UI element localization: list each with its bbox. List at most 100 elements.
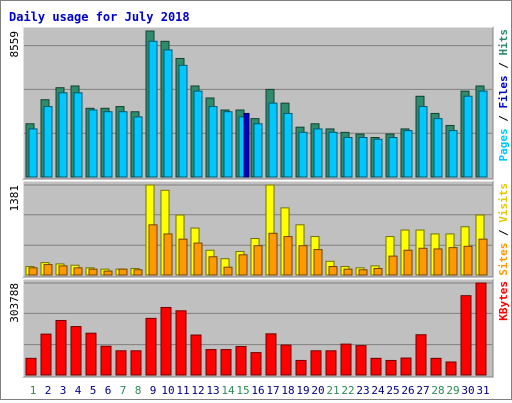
- bar-files-day-11: [178, 64, 188, 178]
- scale-label: 8559: [8, 31, 21, 58]
- bar-kbytes-day-18: [280, 344, 292, 376]
- bar-sites-day-15: [238, 254, 248, 276]
- x-tick-label: 16: [251, 384, 264, 397]
- bar-files-day-18: [283, 112, 293, 178]
- legend: KBytes: [497, 281, 510, 321]
- bar-kbytes-day-31: [475, 282, 487, 376]
- bar-sites-day-27: [418, 247, 428, 276]
- x-tick-label: 30: [461, 384, 474, 397]
- bar-kbytes-day-15: [235, 346, 247, 376]
- bar-sites-day-16: [253, 245, 263, 276]
- panel-hits-files-pages: 8559 Pages / Files / Hits: [8, 26, 510, 180]
- bar-kbytes-day-12: [190, 334, 202, 376]
- legend-hits: Hits: [497, 29, 510, 56]
- bar-files-day-23: [358, 136, 368, 178]
- bar-sites-day-1: [28, 267, 38, 276]
- bar-files-day-30: [463, 95, 473, 178]
- bar-kbytes-day-28: [430, 357, 442, 376]
- bar-kbytes-day-8: [130, 350, 142, 376]
- bar-files-day-4: [73, 92, 83, 178]
- bar-files-day-14: [223, 111, 233, 178]
- bar-files-day-12: [193, 90, 203, 178]
- panel-kbytes: 303788 KBytes: [8, 278, 510, 378]
- x-tick-label: 23: [356, 384, 369, 397]
- bar-files-day-7: [118, 111, 128, 178]
- x-tick-label: 29: [446, 384, 459, 397]
- bar-kbytes-day-1: [25, 357, 37, 376]
- x-tick-label: 28: [431, 384, 444, 397]
- bar-sites-day-12: [193, 242, 203, 276]
- x-tick-label: 15: [236, 384, 249, 397]
- x-tick-label: 7: [120, 384, 127, 397]
- legend-separator: /: [497, 56, 510, 76]
- bar-files-day-20: [313, 128, 323, 178]
- bar-kbytes-day-9: [145, 317, 157, 376]
- bar-kbytes-day-2: [40, 333, 52, 376]
- x-tick-label: 26: [401, 384, 414, 397]
- x-tick-label: 14: [221, 384, 235, 397]
- bar-sites-day-3: [58, 265, 68, 276]
- bar-kbytes-day-4: [70, 326, 82, 376]
- legend-visits: Visits: [497, 183, 510, 223]
- x-tick-label: 9: [150, 384, 157, 397]
- bar-sites-day-13: [208, 256, 218, 276]
- bar-files-day-8: [133, 116, 143, 178]
- bar-files-day-29: [448, 130, 458, 178]
- bar-kbytes-day-19: [295, 359, 307, 376]
- x-tick-label: 4: [75, 384, 82, 397]
- bar-kbytes-day-17: [265, 333, 277, 376]
- bar-sites-day-2: [43, 264, 53, 276]
- bar-files-day-19: [298, 131, 308, 178]
- scale-label: 303788: [8, 283, 21, 323]
- scale-label: 1381: [8, 185, 21, 212]
- bar-sites-day-8: [133, 269, 143, 276]
- bar-sites-day-30: [463, 245, 473, 276]
- x-tick-label: 27: [416, 384, 429, 397]
- legend-files: Files: [497, 75, 510, 108]
- bar-kbytes-day-26: [400, 357, 412, 376]
- legend: Sites / Visits: [497, 183, 510, 276]
- bar-kbytes-day-14: [220, 349, 232, 376]
- x-tick-label: 1: [30, 384, 37, 397]
- bar-files-day-2: [43, 106, 53, 178]
- bar-sites-day-14: [223, 266, 233, 276]
- x-tick-label: 20: [311, 384, 324, 397]
- legend: Pages / Files / Hits: [497, 29, 510, 162]
- bar-kbytes-day-13: [205, 349, 217, 376]
- x-tick-label: 2: [45, 384, 52, 397]
- bar-kbytes-day-6: [100, 345, 112, 376]
- bar-files-day-24: [373, 138, 383, 178]
- legend-separator: /: [497, 109, 510, 129]
- bar-sites-day-20: [313, 249, 323, 276]
- bar-kbytes-day-29: [445, 361, 457, 376]
- bar-sites-day-4: [73, 267, 83, 276]
- bar-kbytes-day-21: [325, 350, 337, 376]
- bar-sites-day-29: [448, 247, 458, 276]
- x-tick-label: 8: [135, 384, 142, 397]
- bar-files-day-10: [163, 49, 173, 178]
- x-tick-label: 18: [281, 384, 294, 397]
- bar-kbytes-day-30: [460, 295, 472, 376]
- bar-kbytes-day-25: [385, 359, 397, 376]
- x-tick-label: 6: [105, 384, 112, 397]
- bar-files-day-31: [478, 90, 488, 178]
- bar-kbytes-day-11: [175, 310, 187, 376]
- bar-kbytes-day-7: [115, 350, 127, 376]
- x-tick-label: 13: [206, 384, 219, 397]
- bar-sites-day-23: [358, 269, 368, 276]
- x-tick-label: 3: [60, 384, 67, 397]
- x-tick-label: 31: [476, 384, 489, 397]
- bar-kbytes-day-23: [355, 345, 367, 376]
- x-tick-label: 24: [371, 384, 385, 397]
- legend-pages: Pages: [497, 128, 510, 161]
- x-tick-label: 17: [266, 384, 279, 397]
- bar-files-day-17: [268, 102, 278, 178]
- bar-sites-day-25: [388, 255, 398, 276]
- bar-sites-day-28: [433, 248, 443, 276]
- bar-files-day-21: [328, 131, 338, 178]
- x-tick-label: 25: [386, 384, 399, 397]
- bar-sites-day-6: [103, 270, 113, 276]
- bar-sites-day-9: [148, 224, 158, 276]
